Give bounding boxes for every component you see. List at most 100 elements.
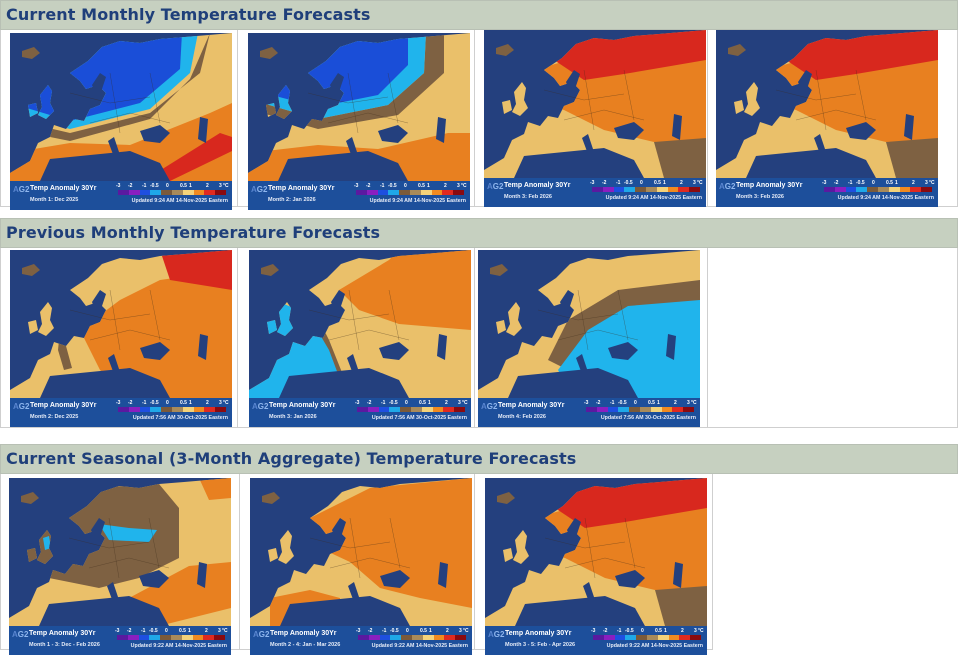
- colorbar-tick: -3: [354, 183, 359, 189]
- map-legend: AG2 Temp Anomaly 30Yr Month 2 - 4: Jan -…: [250, 626, 472, 655]
- colorbar-tick: 3: [458, 400, 461, 406]
- colorbar-unit: °C: [462, 400, 468, 406]
- colorbar-unit: °C: [697, 180, 703, 186]
- colorbar-unit: °C: [461, 183, 467, 189]
- legend-title: Temp Anomaly 30Yr: [498, 402, 565, 409]
- legend-title: Temp Anomaly 30Yr: [268, 185, 335, 192]
- colorbar-tick: -1: [848, 180, 853, 186]
- colorbar: [118, 190, 226, 195]
- legend-title: Temp Anomaly 30Yr: [270, 630, 337, 637]
- legend-title: Temp Anomaly 30Yr: [30, 402, 97, 409]
- colorbar-unit: °C: [691, 400, 697, 406]
- forecast-map-image[interactable]: AG2 Temp Anomaly 30Yr Month 1 - 3: Dec -…: [9, 478, 231, 655]
- colorbar-tick: -2: [127, 628, 132, 634]
- colorbar-tick: 3: [457, 183, 460, 189]
- colorbar-tick: 3: [459, 628, 462, 634]
- colorbar-ticks: -3 -2 -1 -0.5 0 0.5 1 2 3 °C: [822, 180, 935, 187]
- colorbar: [824, 187, 932, 192]
- map-legend: AG2 Temp Anomaly 30Yr Month 4: Feb 2026 …: [478, 398, 700, 427]
- colorbar-tick: 0: [405, 400, 408, 406]
- forecast-map-image[interactable]: AG2 Temp Anomaly 30Yr Month 1: Dec 2025 …: [10, 33, 232, 210]
- forecast-map-image[interactable]: AG2 Temp Anomaly 30Yr Month 2: Jan 2026 …: [248, 33, 470, 210]
- forecast-month-label: Month 2: Jan 2026: [268, 197, 316, 203]
- forecast-map-image[interactable]: AG2 Temp Anomaly 30Yr Month 4: Feb 2026 …: [478, 250, 700, 427]
- colorbar-tick: 0.5: [179, 628, 186, 634]
- section-header-previous-monthly: Previous Monthly Temperature Forecasts: [0, 218, 958, 248]
- colorbar-tick: 3: [219, 400, 222, 406]
- forecast-month-label: Month 2: Dec 2025: [30, 414, 79, 420]
- colorbar-tick: -0.5: [618, 400, 627, 406]
- updated-timestamp: Updated 9:24 AM 14-Nov-2025 Eastern: [837, 195, 934, 201]
- colorbar-ticks: -3 -2 -1 -0.5 0 0.5 1 2 3 °C: [590, 180, 703, 187]
- colorbar-tick: 1: [189, 183, 192, 189]
- colorbar-unit: °C: [223, 183, 229, 189]
- colorbar-tick: -0.5: [389, 400, 398, 406]
- colorbar-unit: °C: [463, 628, 469, 634]
- colorbar-tick: -0.5: [390, 628, 399, 634]
- colorbar-tick: 0.5: [886, 180, 893, 186]
- empty-cell: [708, 248, 958, 428]
- colorbar-tick: 0.5: [654, 180, 661, 186]
- colorbar-tick: -0.5: [150, 183, 159, 189]
- forecast-map-image[interactable]: AG2 Temp Anomaly 30Yr Month 2: Dec 2025 …: [10, 250, 232, 427]
- colorbar-tick: 0.5: [180, 400, 187, 406]
- map-legend: AG2 Temp Anomaly 30Yr Month 3 - 5: Feb -…: [485, 626, 707, 655]
- colorbar-tick: -0.5: [150, 400, 159, 406]
- colorbar-tick: 0: [166, 400, 169, 406]
- colorbar-tick: 3: [218, 628, 221, 634]
- map-legend: AG2 Temp Anomaly 30Yr Month 3: Feb 2026 …: [484, 178, 706, 207]
- colorbar-ticks: -3 -2 -1 -0.5 0 0.5 1 2 3 °C: [116, 183, 229, 190]
- forecast-month-label: Month 3: Feb 2026: [504, 194, 552, 200]
- colorbar-tick: 2: [445, 400, 448, 406]
- colorbar-tick: 3: [219, 183, 222, 189]
- legend-title: Temp Anomaly 30Yr: [30, 185, 97, 192]
- colorbar-tick: -1: [610, 400, 615, 406]
- forecast-map-image[interactable]: AG2 Temp Anomaly 30Yr Month 3 - 5: Feb -…: [485, 478, 707, 655]
- colorbar-ticks: -3 -2 -1 -0.5 0 0.5 1 2 3 °C: [584, 400, 697, 407]
- updated-timestamp: Updated 9:24 AM 14-Nov-2025 Eastern: [369, 198, 466, 204]
- colorbar-tick: -2: [367, 400, 372, 406]
- colorbar-tick: 1: [657, 400, 660, 406]
- ag2-logo: AG2: [13, 185, 30, 194]
- colorbar-unit: °C: [222, 628, 228, 634]
- colorbar-tick: -1: [142, 183, 147, 189]
- forecast-month-label: Month 3: Feb 2026: [736, 194, 784, 200]
- colorbar-tick: -2: [368, 628, 373, 634]
- colorbar-tick: -1: [142, 400, 147, 406]
- updated-timestamp: Updated 9:24 AM 14-Nov-2025 Eastern: [605, 195, 702, 201]
- updated-timestamp: Updated 9:22 AM 14-Nov-2025 Eastern: [130, 643, 227, 649]
- map-legend: AG2 Temp Anomaly 30Yr Month 2: Dec 2025 …: [10, 398, 232, 427]
- colorbar-tick: -0.5: [625, 628, 634, 634]
- colorbar-tick: -3: [116, 183, 121, 189]
- colorbar-tick: 0.5: [180, 183, 187, 189]
- colorbar-ticks: -3 -2 -1 -0.5 0 0.5 1 2 3 °C: [355, 400, 468, 407]
- colorbar-tick: 1: [189, 400, 192, 406]
- ag2-logo: AG2: [719, 182, 736, 191]
- colorbar-tick: 2: [674, 400, 677, 406]
- forecast-map-image[interactable]: AG2 Temp Anomaly 30Yr Month 3: Feb 2026 …: [716, 30, 938, 207]
- colorbar-tick: 2: [205, 628, 208, 634]
- colorbar-tick: -2: [128, 400, 133, 406]
- colorbar-tick: -1: [617, 628, 622, 634]
- colorbar-tick: 2: [446, 628, 449, 634]
- colorbar-tick: -0.5: [388, 183, 397, 189]
- colorbar-tick: -3: [355, 400, 360, 406]
- colorbar-tick: 0: [640, 180, 643, 186]
- forecast-map-image[interactable]: AG2 Temp Anomaly 30Yr Month 3: Jan 2026 …: [249, 250, 471, 427]
- colorbar-tick: 0.5: [419, 400, 426, 406]
- colorbar-ticks: -3 -2 -1 -0.5 0 0.5 1 2 3 °C: [115, 628, 228, 635]
- colorbar-tick: -3: [822, 180, 827, 186]
- colorbar-tick: -2: [366, 183, 371, 189]
- legend-title: Temp Anomaly 30Yr: [736, 182, 803, 189]
- forecast-map-image[interactable]: AG2 Temp Anomaly 30Yr Month 3: Feb 2026 …: [484, 30, 706, 207]
- colorbar-tick: -2: [596, 400, 601, 406]
- colorbar-tick: 3: [694, 628, 697, 634]
- updated-timestamp: Updated 9:22 AM 14-Nov-2025 Eastern: [606, 643, 703, 649]
- colorbar-tick: -3: [584, 400, 589, 406]
- colorbar: [592, 187, 700, 192]
- updated-timestamp: Updated 7:56 AM 30-Oct-2025 Eastern: [600, 415, 696, 421]
- colorbar-tick: 0: [406, 628, 409, 634]
- legend-title: Temp Anomaly 30Yr: [504, 182, 571, 189]
- colorbar-tick: -0.5: [856, 180, 865, 186]
- forecast-map-image[interactable]: AG2 Temp Anomaly 30Yr Month 2 - 4: Jan -…: [250, 478, 472, 655]
